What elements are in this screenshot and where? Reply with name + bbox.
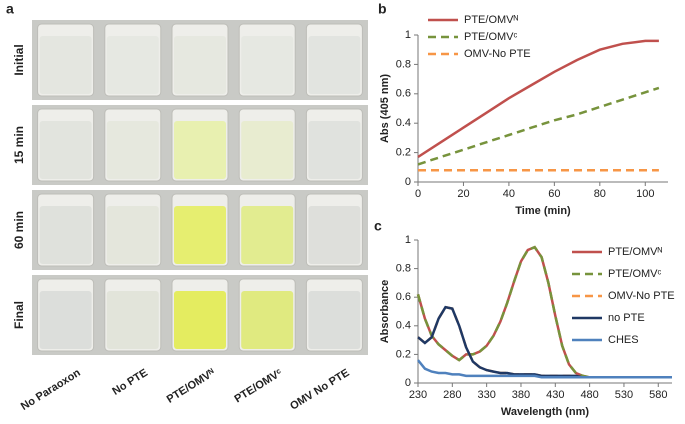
x-tick-label: 330 — [477, 389, 495, 401]
x-tick-label: 480 — [580, 389, 598, 401]
vial-liquid — [106, 291, 159, 349]
vial-liquid — [308, 36, 361, 94]
y-tick-label: 0 — [405, 176, 411, 188]
column-label: OMV No PTE — [288, 367, 351, 413]
column-label: No PTE — [110, 367, 150, 398]
x-tick-label: 40 — [503, 188, 515, 200]
vial-liquid — [174, 291, 226, 349]
x-tick-label: 100 — [636, 188, 654, 200]
x-tick-label: 0 — [415, 188, 421, 200]
column-label: No Paraoxon — [19, 367, 83, 413]
x-axis-label: Time (min) — [515, 205, 571, 217]
row-label: 15 min — [12, 126, 26, 164]
series-line — [417, 86, 660, 166]
y-tick-label: 1 — [405, 29, 411, 41]
y-axis-label: Absorbance — [379, 280, 391, 344]
series-line — [417, 359, 672, 379]
vial-liquid — [241, 206, 294, 264]
row-label: Initial — [12, 44, 26, 75]
x-tick-label: 230 — [409, 389, 427, 401]
x-tick-label: 580 — [649, 389, 667, 401]
legend-label: OMV-No PTE — [608, 290, 675, 302]
vial-liquid — [241, 291, 294, 349]
y-tick-label: 0.4 — [396, 117, 411, 129]
y-tick-label: 1 — [405, 234, 411, 246]
legend-label: OMV-No PTE — [464, 48, 531, 60]
y-tick-label: 0.2 — [396, 147, 411, 159]
legend-label: PTE/OMVᶜ — [464, 31, 518, 43]
x-tick-label: 430 — [546, 389, 564, 401]
panel-label: b — [378, 1, 387, 17]
vial-liquid — [241, 36, 294, 94]
vial-liquid — [39, 291, 92, 349]
column-label: PTE/OMVᶜ — [232, 367, 284, 406]
vial-liquid — [308, 121, 361, 179]
legend-label: PTE/OMVᴺ — [464, 14, 519, 26]
y-axis-label: Abs (405 nm) — [379, 74, 391, 143]
y-tick-label: 0.2 — [396, 348, 411, 360]
panel-label: a — [6, 1, 14, 17]
series-line — [417, 39, 659, 159]
vial-liquid — [241, 121, 294, 179]
legend-label: PTE/OMVᶜ — [608, 268, 662, 280]
vial-liquid — [39, 36, 92, 94]
vial-liquid — [106, 206, 159, 264]
x-tick-label: 80 — [594, 188, 606, 200]
vial-liquid — [308, 206, 361, 264]
column-label: PTE/OMVᴺ — [165, 367, 218, 406]
vial-liquid — [106, 36, 159, 94]
x-tick-label: 530 — [615, 389, 633, 401]
x-tick-label: 60 — [548, 188, 560, 200]
vial-liquid — [174, 206, 226, 264]
vial-liquid — [174, 36, 226, 94]
legend-label: PTE/OMVᴺ — [608, 246, 663, 258]
row-label: 60 min — [12, 211, 26, 249]
y-tick-label: 0.8 — [396, 263, 411, 275]
vial-liquid — [174, 121, 226, 179]
y-tick-label: 0 — [405, 377, 411, 389]
x-axis-label: Wavelength (nm) — [501, 406, 590, 418]
y-tick-label: 0.4 — [396, 320, 411, 332]
y-tick-label: 0.6 — [396, 291, 411, 303]
legend-label: no PTE — [608, 312, 645, 324]
vial-liquid — [308, 291, 361, 349]
row-label: Final — [12, 301, 26, 329]
vial-liquid — [39, 206, 92, 264]
y-tick-label: 0.6 — [396, 88, 411, 100]
vial-liquid — [39, 121, 92, 179]
x-tick-label: 20 — [457, 188, 469, 200]
vial-liquid — [106, 121, 159, 179]
x-tick-label: 380 — [512, 389, 530, 401]
y-tick-label: 0.8 — [396, 58, 411, 70]
panel-label: c — [374, 218, 382, 234]
x-tick-label: 280 — [443, 389, 461, 401]
series-line — [416, 245, 672, 379]
legend-label: CHES — [608, 334, 639, 346]
